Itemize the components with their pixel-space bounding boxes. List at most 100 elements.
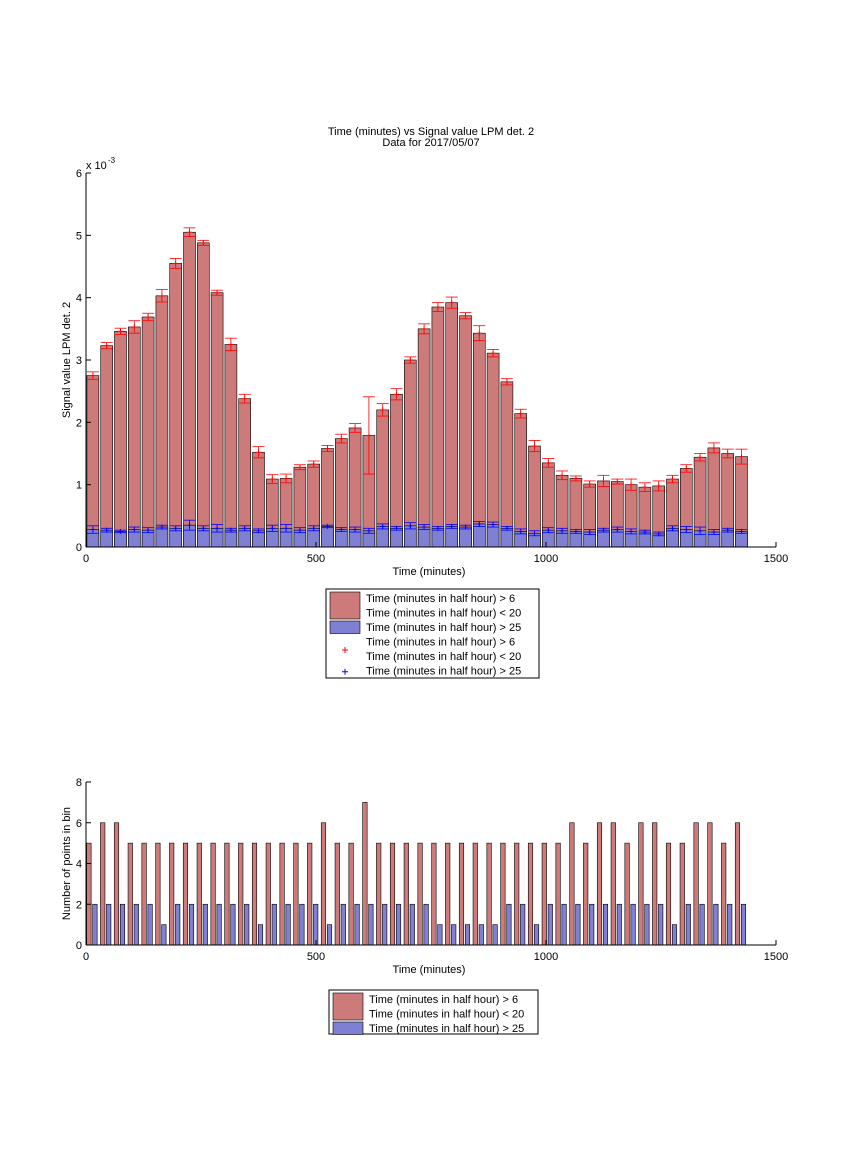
bar-secondary [616,903,622,946]
y-axis-label: Number of points in bin [61,807,73,920]
bar-secondary [575,903,581,946]
count-chart: 0 500 1000 1500 0 2 4 6 8 Time (minutes) Number of… [61,777,788,1035]
bar-primary [348,842,354,946]
bar-secondary [630,903,636,946]
y-tick-label: 2 [76,417,82,429]
x-axis-label: Time (minutes) [393,566,466,578]
bar-secondary [202,903,208,946]
x-tick-label: 1000 [534,553,558,565]
bar-secondary [561,903,567,946]
bar-primary [403,842,409,946]
bar-primary [307,842,313,946]
bar-primary [486,842,492,946]
bar-secondary [299,903,305,946]
bar-secondary [500,527,514,548]
bar-primary [224,344,238,548]
bar-secondary [533,924,540,946]
bar-secondary [326,924,333,946]
y-tick-label: 2 [76,899,82,911]
bar-secondary [244,903,250,946]
bar-secondary [382,903,388,946]
bar-primary [389,842,396,946]
bar-primary [390,393,403,548]
bar-primary [665,842,672,946]
bar-primary [100,345,113,548]
bar-primary [182,842,189,946]
bar-primary [183,231,196,548]
x-tick-label: 1500 [764,553,788,565]
bar-secondary [335,529,348,548]
bar-primary [652,822,658,946]
bar-secondary [699,903,705,946]
y-tick-label: 6 [76,818,82,830]
bar-secondary [216,903,222,946]
bar-primary [500,381,514,548]
bar-primary [569,822,575,946]
bar-primary [541,842,547,946]
bar-secondary [486,524,500,548]
bar-primary [251,842,258,946]
bar-secondary [133,903,139,946]
y-tick-label: 1 [76,480,82,492]
bar-primary [224,842,230,946]
y-tick-label: 3 [76,355,82,367]
bar-primary [721,842,727,946]
bar-primary [279,842,285,946]
bar-secondary [721,529,734,548]
bar-secondary [740,903,747,946]
bar-primary [734,822,741,946]
bar-primary [238,398,251,548]
bar-secondary [230,903,236,946]
bar-primary [514,842,520,946]
y-tick-label: 4 [76,293,82,305]
y-tick-label: 4 [76,859,82,871]
bar-secondary [520,903,526,946]
y-tick-label: 6 [76,168,82,180]
bar-primary [458,842,465,946]
bar-primary [404,359,417,548]
bar-secondary [271,903,277,946]
bar-secondary [175,903,181,946]
bar-secondary [437,924,443,946]
bar-primary [583,842,589,946]
bar-secondary [417,526,431,548]
bar-secondary [395,903,402,946]
bar-secondary [106,903,112,946]
legend-label: Time (minutes in half hour) < 20 [366,608,521,620]
x-tick-label: 500 [307,553,325,565]
bar-secondary [161,924,167,946]
bar-primary [679,842,685,946]
signal-chart: Time (minutes) vs Signal value LPM det. … [61,126,788,679]
bar-secondary [321,526,334,548]
bar-secondary [459,526,472,548]
legend-swatch [332,992,364,1021]
bar-primary [155,842,161,946]
bar-primary [555,842,561,946]
y-tick-label: 5 [76,230,82,242]
legend-label: Time (minutes in half hour) > 25 [369,1023,524,1035]
legend-swatch [332,1021,364,1035]
bar-secondary [354,903,360,946]
legend-label: Time (minutes in half hour) > 6 [369,994,518,1006]
bar-secondary [658,903,664,946]
bar-secondary [257,924,264,946]
bar-primary [113,822,120,946]
bar-primary [431,842,437,946]
legend-label: Time (minutes in half hour) > 6 [366,637,515,649]
bar-primary [500,842,506,946]
bar-secondary [390,527,403,548]
bar-secondary [644,903,650,946]
bar-primary [86,842,92,946]
bar-secondary [478,924,484,946]
bar-secondary [376,526,389,548]
bar-secondary [155,526,169,548]
bar-primary [320,822,327,946]
bar-secondary [423,903,429,946]
y-tick-label: 0 [76,940,82,952]
bar-primary [707,822,713,946]
x-tick-label: 0 [83,553,89,565]
bar-secondary [340,903,346,946]
bar-primary [100,822,106,946]
x-tick-label: 1500 [764,951,788,963]
bar-secondary [100,529,113,548]
